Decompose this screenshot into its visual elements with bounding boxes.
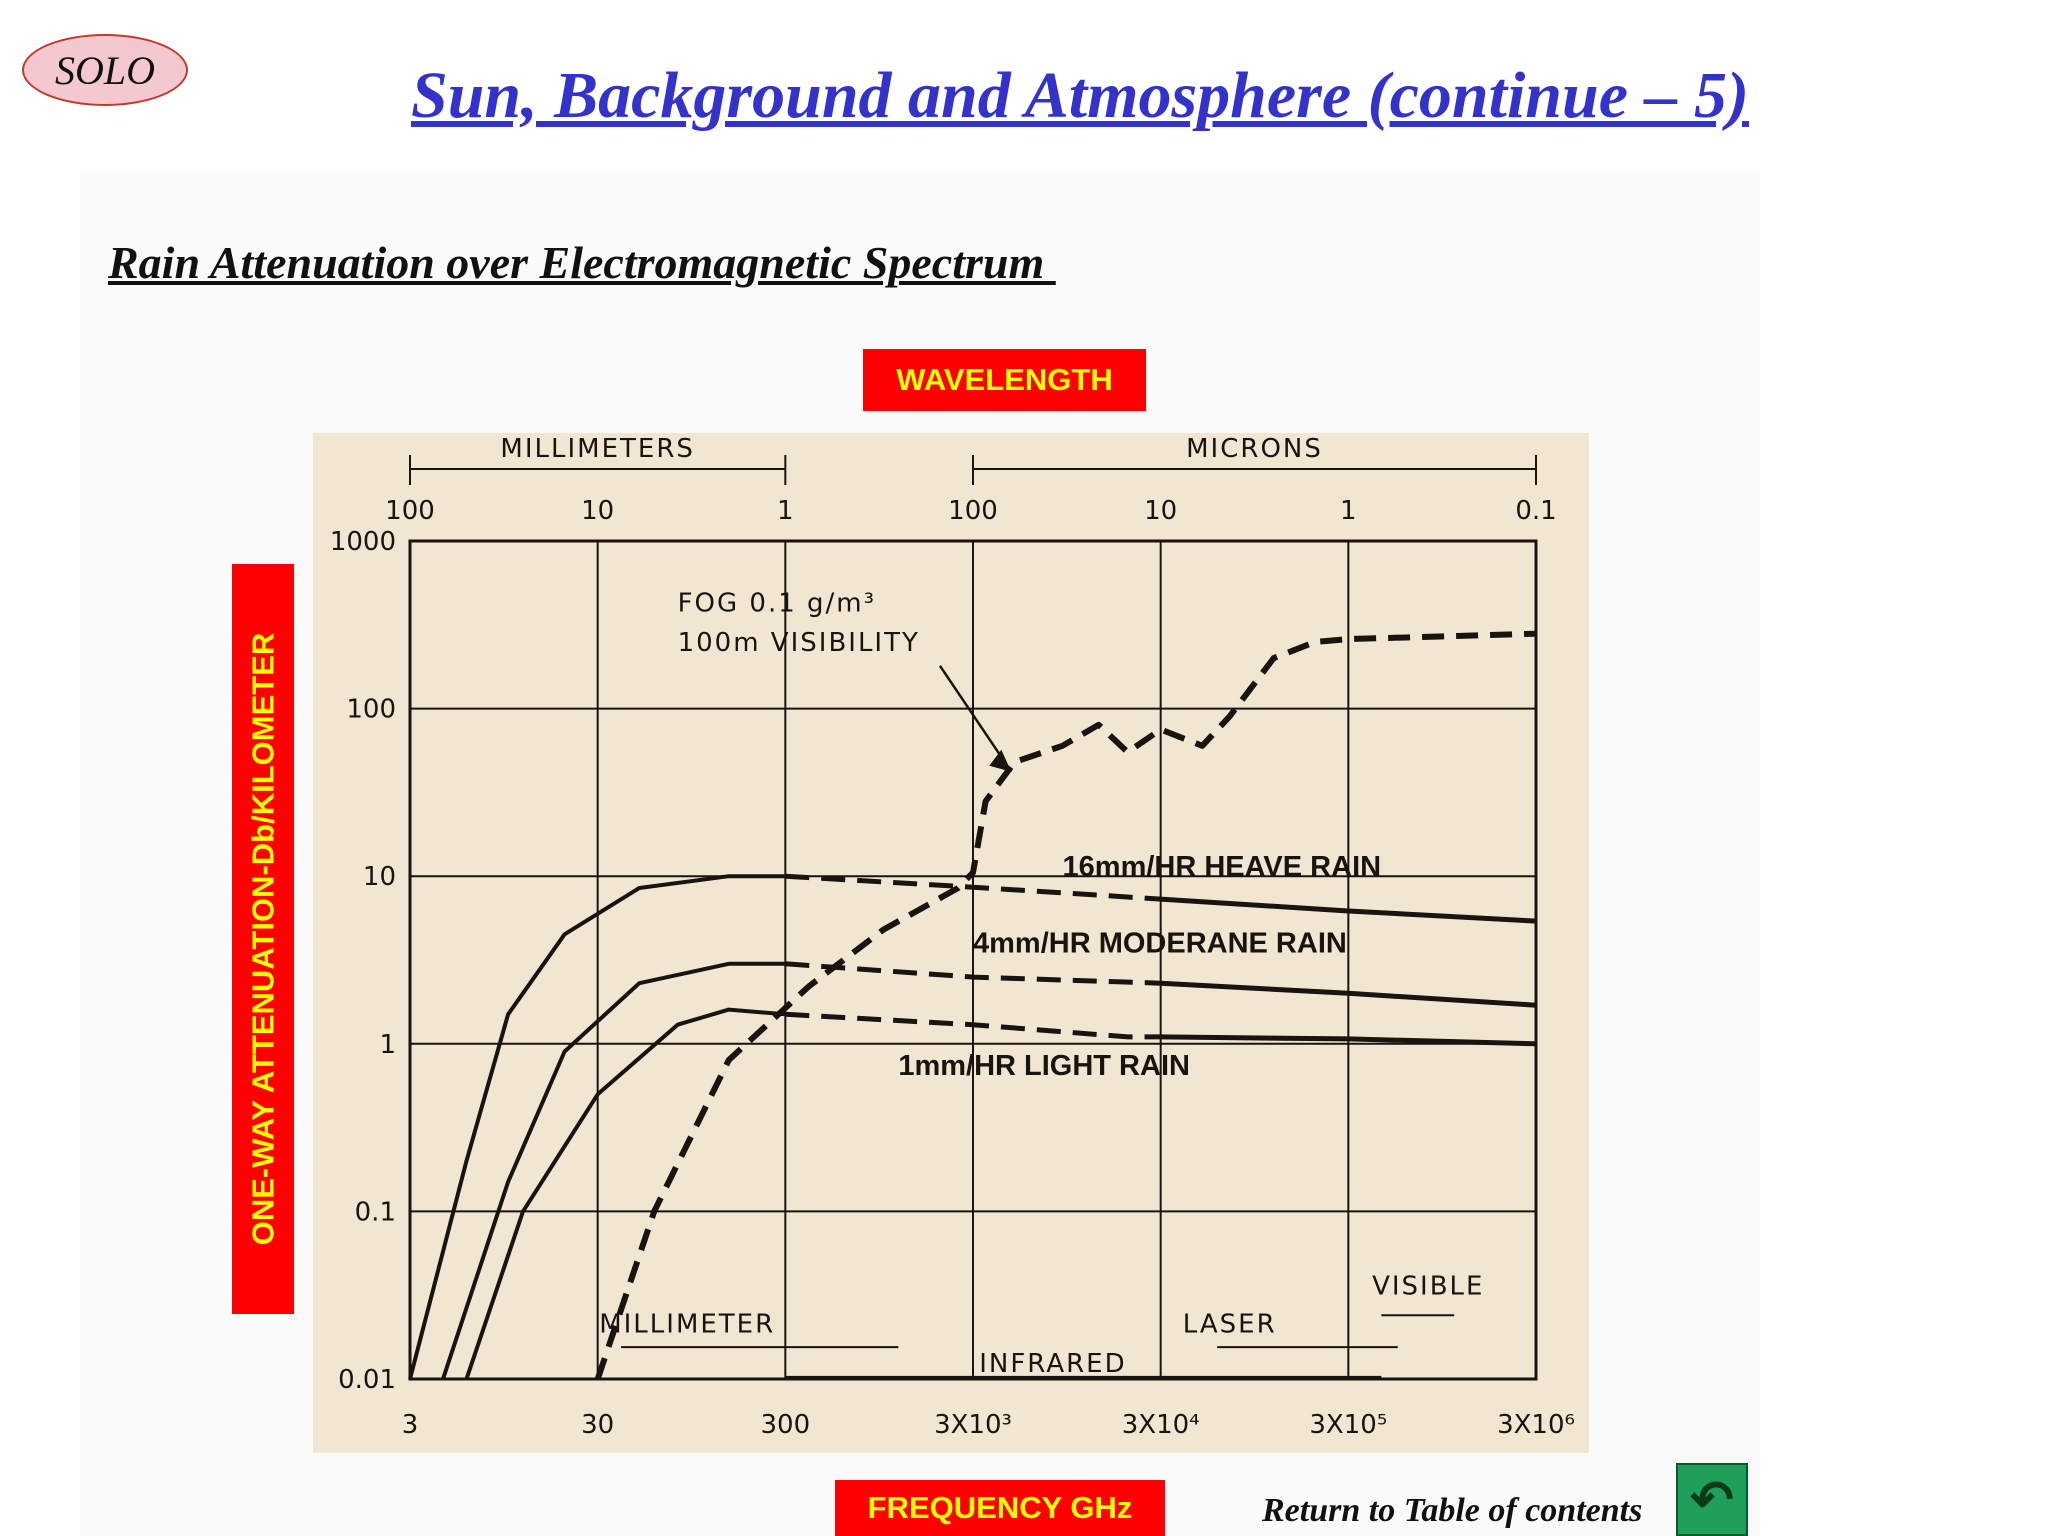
series-line-dashed: [785, 1011, 1161, 1040]
annotation-label: VISIBLE: [1372, 1271, 1484, 1301]
x-tick-label: 3X10⁶: [1497, 1410, 1575, 1440]
top-unit-label: MICRONS: [1186, 434, 1323, 464]
top-tick-label: 100: [948, 496, 998, 526]
y-axis-label-text: ONE-WAY ATTENUATION-Db/KILOMETER: [245, 632, 280, 1246]
y-tick-label: 1000: [330, 527, 396, 557]
annotation-label: INFRARED: [979, 1349, 1126, 1379]
series-line: [441, 961, 786, 1380]
top-tick-label: 100: [385, 496, 435, 526]
annotation-label: MILLIMETER: [599, 1309, 775, 1339]
top-tick-label: 1: [777, 496, 794, 526]
series-line-dashed: [785, 873, 1161, 902]
y-tick-label: 0.1: [355, 1197, 396, 1227]
fog-arrow-head: [989, 749, 1012, 772]
top-tick-label: 1: [1340, 496, 1357, 526]
y-tick-label: 1: [379, 1030, 396, 1060]
page-title: Sun, Background and Atmosphere (continue…: [411, 59, 1749, 132]
chart-svg: 3 30 300 3X10³ 3X10⁴ 3X10⁵ 3X10⁶0.010.11101001…: [330, 434, 1575, 1440]
series-line-dashed: [785, 961, 1161, 986]
solo-logo: SOLO: [22, 34, 188, 106]
series-line: [464, 1007, 786, 1380]
y-tick-label: 10: [363, 862, 396, 892]
x-tick-label: 3X10⁵: [1309, 1410, 1387, 1440]
x-tick-label: 3X10⁴: [1122, 1410, 1200, 1440]
series-line: [594, 630, 1537, 1380]
annotation-label: 16mm/HR HEAVE RAIN: [1063, 851, 1382, 883]
series-line-tail: [1160, 896, 1537, 924]
top-tick-label: 10: [581, 496, 614, 526]
series-line: [408, 874, 786, 1380]
y-axis-label: ONE-WAY ATTENUATION-Db/KILOMETER: [232, 564, 294, 1314]
annotation-label: LASER: [1183, 1309, 1277, 1339]
wavelength-label: WAVELENGTH: [863, 349, 1146, 411]
annotation-label: 1mm/HR LIGHT RAIN: [898, 1050, 1190, 1082]
annotation-label: FOG 0.1 g/m³: [678, 588, 876, 618]
top-tick-label: 0.1: [1515, 496, 1556, 526]
attenuation-chart: 3 30 300 3X10³ 3X10⁴ 3X10⁵ 3X10⁶ 0.01 0.1 1 10 100 1…: [313, 433, 1589, 1453]
series-line-tail: [1160, 980, 1537, 1008]
u-turn-arrow-icon: ↶: [1690, 1470, 1734, 1529]
top-unit-label: MILLIMETERS: [500, 434, 694, 464]
x-tick-label: 30: [581, 1410, 614, 1440]
y-tick-label: 100: [346, 695, 396, 725]
top-tick-label: 10: [1144, 496, 1177, 526]
x-tick-label: 300: [761, 1410, 811, 1440]
frequency-label: FREQUENCY GHz: [835, 1480, 1165, 1536]
page-subtitle: Rain Attenuation over Electromagnetic Sp…: [108, 237, 1056, 288]
y-tick-label: 0.01: [338, 1365, 396, 1395]
x-tick-label: 3: [402, 1410, 419, 1440]
return-to-contents-link[interactable]: Return to Table of contents: [1262, 1492, 1643, 1529]
x-tick-label: 3X10³: [934, 1410, 1012, 1440]
series-line-tail: [1160, 1034, 1537, 1047]
annotation-label: 100m VISIBILITY: [678, 628, 920, 658]
annotation-label: 4mm/HR MODERANE RAIN: [973, 928, 1347, 960]
return-button[interactable]: ↶: [1676, 1463, 1748, 1536]
